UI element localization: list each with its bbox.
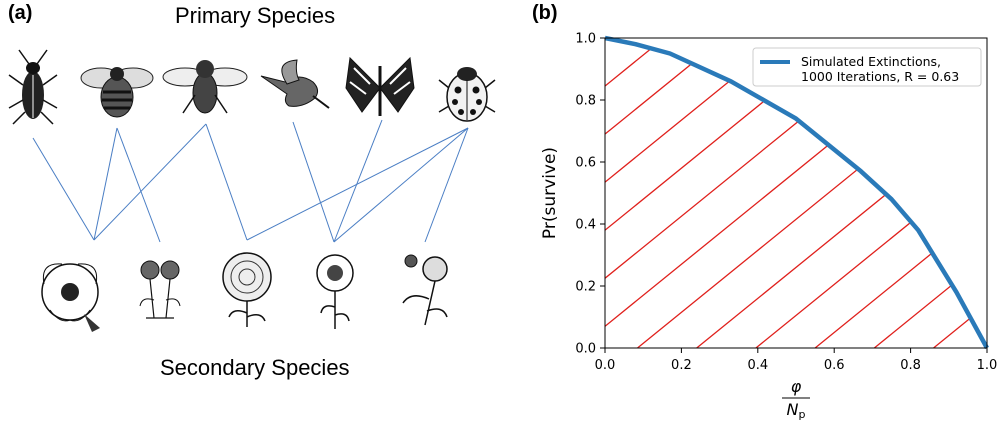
y-axis: 0.0 0.2 0.4 0.6 0.8 1.0	[575, 32, 605, 357]
hummingbird-icon	[260, 59, 330, 109]
y-tick-label: 0.4	[575, 218, 596, 233]
legend-label-line2: 1000 Iterations, R = 0.63	[801, 69, 959, 84]
x-label-numerator: φ	[791, 377, 802, 396]
x-tick-label: 0.0	[595, 358, 616, 373]
beetle-icon	[8, 49, 58, 125]
daisy-cluster-icon	[139, 260, 181, 319]
rose-branch-icon	[402, 254, 448, 326]
network-svg	[8, 49, 496, 332]
network-link	[424, 127, 469, 243]
dahlia-icon	[222, 252, 272, 327]
survival-chart: 0.0 0.2 0.4 0.6 0.8 1.0 0.0 0.2 0.4 0.6 0.8 1.0 Pr…	[540, 32, 998, 422]
y-tick-label: 0.0	[575, 342, 596, 357]
sunflower-icon	[316, 254, 354, 329]
network-link	[246, 127, 469, 241]
hatch-line	[814, 38, 987, 348]
panel-b-label: (b)	[532, 2, 558, 24]
network-link	[333, 119, 383, 243]
network-link	[93, 123, 207, 241]
legend: Simulated Extinctions, 1000 Iterations, …	[752, 47, 982, 87]
hatch-line	[605, 38, 724, 348]
x-tick-label: 1.0	[977, 358, 998, 373]
fly-icon	[162, 60, 248, 114]
survival-series-line	[604, 35, 989, 350]
network-link	[116, 127, 161, 243]
network-links	[32, 119, 469, 243]
survival-chart-panel: (b) 0.0 0.2 0.4 0.6 0.8 1.0 0.0 0.2 0.4 0.6 0.8 1.…	[520, 0, 1000, 425]
y-tick-label: 0.6	[575, 156, 596, 171]
x-axis: 0.0 0.2 0.4 0.6 0.8 1.0	[595, 348, 998, 373]
network-link	[205, 123, 248, 241]
x-tick-label: 0.8	[900, 358, 921, 373]
network-link	[292, 121, 335, 243]
ladybug-icon	[438, 67, 496, 122]
primary-species-title: Primary Species	[175, 3, 336, 28]
panel-a-label: (a)	[8, 2, 33, 24]
x-label-denominator: Np	[787, 400, 806, 421]
x-tick-label: 0.6	[824, 358, 845, 373]
x-axis-label: φ Np	[782, 377, 810, 421]
network-link	[333, 127, 469, 243]
y-tick-label: 1.0	[575, 32, 596, 47]
butterfly-icon	[345, 56, 415, 116]
hatch-line	[605, 38, 606, 348]
x-tick-label: 0.2	[671, 358, 692, 373]
bumblebee-icon	[80, 67, 154, 118]
hatch-line	[605, 38, 784, 348]
network-link	[32, 137, 95, 241]
y-tick-label: 0.8	[575, 94, 596, 109]
hatch-line	[873, 38, 987, 348]
secondary-species-title: Secondary Species	[160, 355, 350, 380]
network-link	[93, 127, 118, 241]
y-tick-label: 0.2	[575, 280, 596, 295]
wild-rose-icon	[41, 263, 100, 332]
bipartite-network-panel: (a) Primary Species Secondary Species	[8, 2, 496, 380]
legend-label-line1: Simulated Extinctions,	[801, 54, 941, 69]
y-axis-label: Pr(survive)	[540, 147, 560, 239]
plot-frame	[604, 37, 988, 349]
x-tick-label: 0.4	[747, 358, 768, 373]
